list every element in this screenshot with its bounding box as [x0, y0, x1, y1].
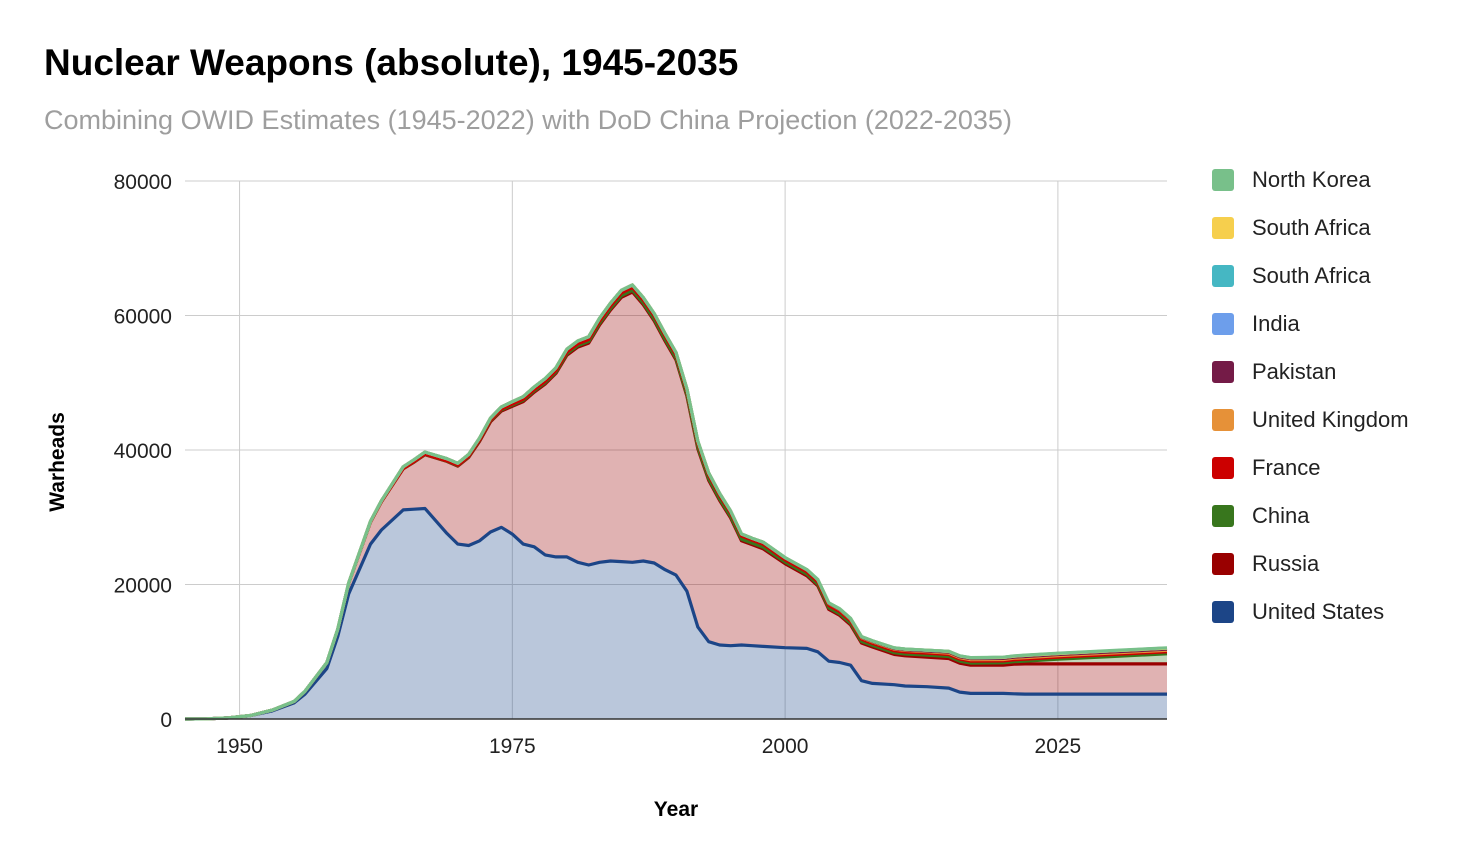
legend-swatch: [1212, 553, 1234, 575]
stacked-areas: [185, 284, 1167, 719]
legend-swatch: [1212, 409, 1234, 431]
legend-swatch: [1212, 601, 1234, 623]
y-tick-label: 0: [160, 709, 172, 732]
y-tick-label: 80000: [114, 171, 172, 194]
legend-label: China: [1252, 503, 1310, 528]
legend-item[interactable]: South Africa: [1212, 261, 1371, 291]
legend-item[interactable]: France: [1212, 453, 1320, 483]
y-axis-title: Warheads: [46, 412, 69, 512]
area-russia-1: [185, 292, 1167, 719]
legend-swatch: [1212, 457, 1234, 479]
legend-item[interactable]: United States: [1212, 597, 1384, 627]
legend-label: India: [1252, 311, 1300, 336]
chart-title: Nuclear Weapons (absolute), 1945-2035: [44, 42, 739, 83]
y-tick-label: 60000: [114, 306, 172, 329]
line-united-states-0: [184, 506, 1167, 721]
legend-swatch: [1212, 265, 1234, 287]
x-tick-label: 1975: [489, 735, 536, 758]
legend-label: Pakistan: [1252, 359, 1337, 384]
legend-item[interactable]: United Kingdom: [1212, 405, 1409, 435]
legend-label: Russia: [1252, 551, 1320, 576]
legend-swatch: [1212, 505, 1234, 527]
legend-swatch: [1212, 313, 1234, 335]
legend-item[interactable]: North Korea: [1212, 165, 1371, 195]
legend-item[interactable]: India: [1212, 309, 1300, 339]
x-tick-label: 2000: [762, 735, 809, 758]
legend-label: France: [1252, 455, 1321, 480]
series-lines: [184, 283, 1168, 721]
axes: 0 20000 40000 60000 80000 1950 1975 2000 2025: [114, 171, 1167, 758]
y-tick-label: 40000: [114, 440, 172, 463]
legend-swatch: [1212, 361, 1234, 383]
legend-swatch: [1212, 169, 1234, 191]
legend-item[interactable]: South Africa: [1212, 213, 1371, 243]
legend-item[interactable]: Pakistan: [1212, 357, 1336, 387]
x-tick-label: 1950: [216, 735, 263, 758]
legend-label: United States: [1252, 599, 1385, 624]
legend-label: South Africa: [1252, 263, 1371, 288]
area-united-states-0: [185, 508, 1167, 719]
x-tick-label: 2025: [1035, 735, 1082, 758]
legend-item[interactable]: China: [1212, 501, 1309, 531]
y-tick-label: 20000: [114, 575, 172, 598]
legend-label: North Korea: [1252, 167, 1371, 192]
legend-label: South Africa: [1252, 215, 1371, 240]
legend-swatch: [1212, 217, 1234, 239]
legend-label: United Kingdom: [1252, 407, 1409, 432]
line-north-korea-9: [184, 283, 1168, 721]
legend-item[interactable]: Russia: [1212, 549, 1319, 579]
x-axis-title: Year: [654, 798, 698, 821]
chart-subtitle: Combining OWID Estimates (1945-2022) wit…: [44, 105, 1012, 135]
